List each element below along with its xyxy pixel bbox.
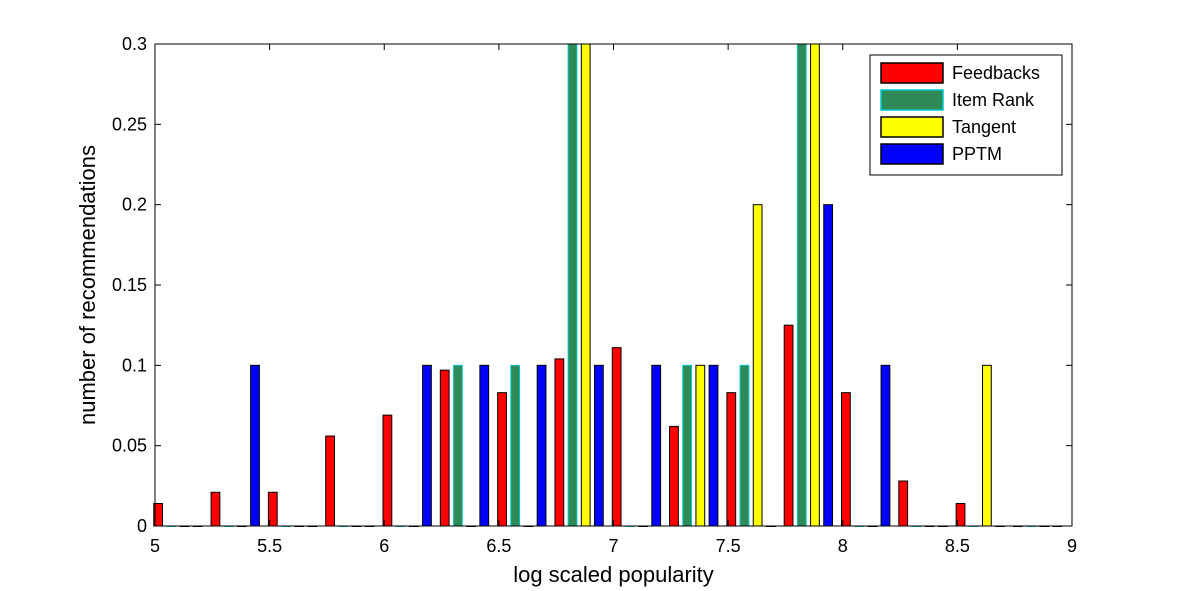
legend: Feedbacks Item Rank Tangent PPTM: [869, 54, 1063, 176]
y-tick-label-0: 0: [137, 516, 147, 536]
y-tick-label-5: 0.25: [112, 114, 147, 134]
legend-label-tangent: Tangent: [952, 117, 1016, 137]
bar-pptm-4: [422, 364, 432, 527]
x-tick-label-5: 7.5: [716, 536, 741, 556]
x-axis-label: log scaled popularity: [513, 562, 714, 587]
bar-pptm-8: [651, 364, 662, 527]
legend-swatch-item-rank: [880, 89, 944, 111]
legend-label-item-rank: Item Rank: [952, 90, 1035, 110]
bar-item-rank-9: [682, 364, 693, 527]
x-tick-label-1: 5.5: [257, 536, 282, 556]
bar-feedbacks-13: [898, 480, 909, 527]
y-tick-label-1: 0.05: [112, 436, 147, 456]
bar-item-rank-11: [796, 43, 807, 527]
bar-feedbacks-8: [611, 347, 622, 527]
legend-swatch-feedbacks: [880, 62, 944, 84]
legend-swatch-pptm: [880, 143, 944, 165]
bar-tangent-11: [810, 43, 820, 527]
bar-feedbacks-10: [726, 392, 737, 527]
x-tick-label-2: 6: [379, 536, 389, 556]
bar-pptm-11: [823, 204, 834, 527]
x-tick-label-6: 8: [838, 536, 848, 556]
y-tick-label-4: 0.2: [122, 195, 147, 215]
bar-feedbacks-5: [439, 369, 450, 527]
x-tick-label-4: 7: [608, 536, 618, 556]
x-tick-label-3: 6.5: [486, 536, 511, 556]
y-tick-label-2: 0.1: [122, 355, 147, 375]
bar-pptm-12: [880, 364, 891, 527]
legend-label-feedbacks: Feedbacks: [952, 63, 1040, 83]
bar-feedbacks-12: [841, 392, 851, 527]
x-tick-label-0: 5: [150, 536, 160, 556]
bar-feedbacks-3: [325, 435, 335, 527]
bar-pptm-5: [479, 364, 490, 527]
bar-tangent-14: [982, 364, 992, 527]
x-tick-label-7: 8.5: [945, 536, 970, 556]
bar-feedbacks-7: [554, 358, 565, 527]
bars-layer: [153, 43, 1063, 527]
legend-swatch-tangent: [880, 116, 944, 138]
bar-tangent-7: [580, 43, 591, 527]
bar-feedbacks-9: [669, 425, 679, 527]
y-tick-label-6: 0.3: [122, 34, 147, 54]
bar-feedbacks-6: [497, 392, 507, 527]
x-tick-label-8: 9: [1067, 536, 1077, 556]
y-tick-label-3: 0.15: [112, 275, 147, 295]
bar-item-rank-5: [453, 364, 463, 527]
y-axis-label: number of recommendations: [75, 145, 100, 425]
bar-feedbacks-4: [382, 414, 393, 527]
bar-pptm-6: [536, 364, 547, 527]
bar-feedbacks-1: [210, 491, 221, 527]
bar-pptm-1: [250, 364, 260, 527]
bar-tangent-9: [695, 364, 706, 527]
bar-item-rank-10: [739, 364, 750, 527]
bar-pptm-9: [708, 364, 719, 527]
bar-item-rank-7: [567, 43, 578, 527]
legend-label-pptm: PPTM: [952, 144, 1002, 164]
bar-pptm-7: [593, 364, 604, 527]
ticks-layer: 5 5.5 6 6.5 7 7.5 8 8.5 9 0 0.05 0.1 0.15 0.2 0.25 0.3: [112, 34, 1077, 556]
bar-feedbacks-11: [783, 324, 794, 527]
bar-item-rank-6: [510, 364, 521, 527]
bar-tangent-10: [752, 204, 763, 527]
